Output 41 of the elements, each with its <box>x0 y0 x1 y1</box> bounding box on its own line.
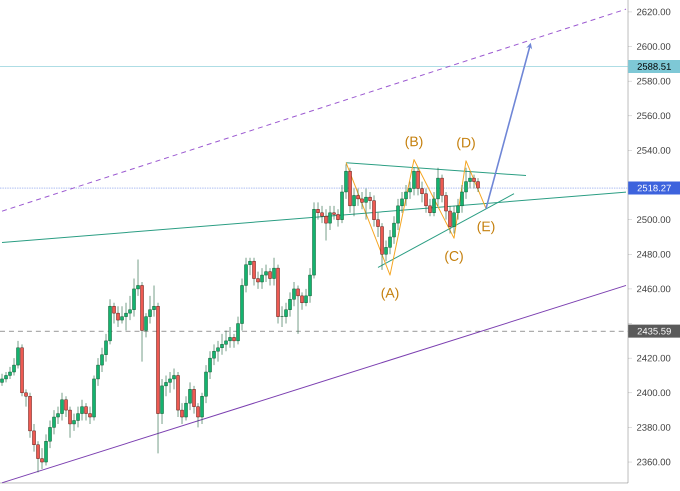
candlestick <box>116 306 120 328</box>
y-tick-label: 2580.00 <box>637 78 670 85</box>
annotation: (B) <box>406 136 422 150</box>
annotation: (E) <box>478 221 494 234</box>
candlestick <box>352 188 356 217</box>
candlestick <box>0 373 4 386</box>
candlestick <box>360 192 364 210</box>
candlestick <box>476 178 480 192</box>
y-tick-label: 2420.00 <box>637 354 670 362</box>
y-tick-label: 2480.00 <box>637 250 670 258</box>
candlestick <box>228 326 232 348</box>
y-tick-label: 2600.00 <box>637 43 670 50</box>
candlestick <box>60 392 64 421</box>
ref-line-label: 2518.27 <box>638 184 671 192</box>
candlestick <box>168 372 172 394</box>
candlestick <box>356 188 360 206</box>
y-tick-label: 2360.00 <box>637 458 670 466</box>
y-tick-label: 2620.00 <box>637 8 670 16</box>
candlestick <box>324 208 328 241</box>
candlestick <box>412 167 416 196</box>
ref-line-label: 2588.51 <box>638 63 671 70</box>
y-tick-label: 2400.00 <box>637 389 670 396</box>
annotation: (A) <box>382 288 398 301</box>
annotation: (D) <box>457 137 475 150</box>
y-tick-label: 2460.00 <box>637 286 670 292</box>
y-tick-label: 2560.00 <box>637 112 670 120</box>
candlestick <box>364 188 368 220</box>
candlestick <box>260 268 264 290</box>
candlestick <box>252 257 256 286</box>
candlestick <box>472 174 476 189</box>
ref-line-label: 2435.59 <box>638 328 671 335</box>
annotation: (C) <box>445 250 463 264</box>
candlestick <box>268 268 272 286</box>
candlestick <box>296 285 300 334</box>
candlestick <box>272 257 276 286</box>
y-tick-label: 2380.00 <box>637 424 670 431</box>
y-tick-label: 2540.00 <box>637 147 670 154</box>
candlestick <box>172 368 176 390</box>
candlestick <box>84 402 88 421</box>
candlestick <box>224 330 228 352</box>
y-tick-label: 2500.00 <box>637 216 670 224</box>
